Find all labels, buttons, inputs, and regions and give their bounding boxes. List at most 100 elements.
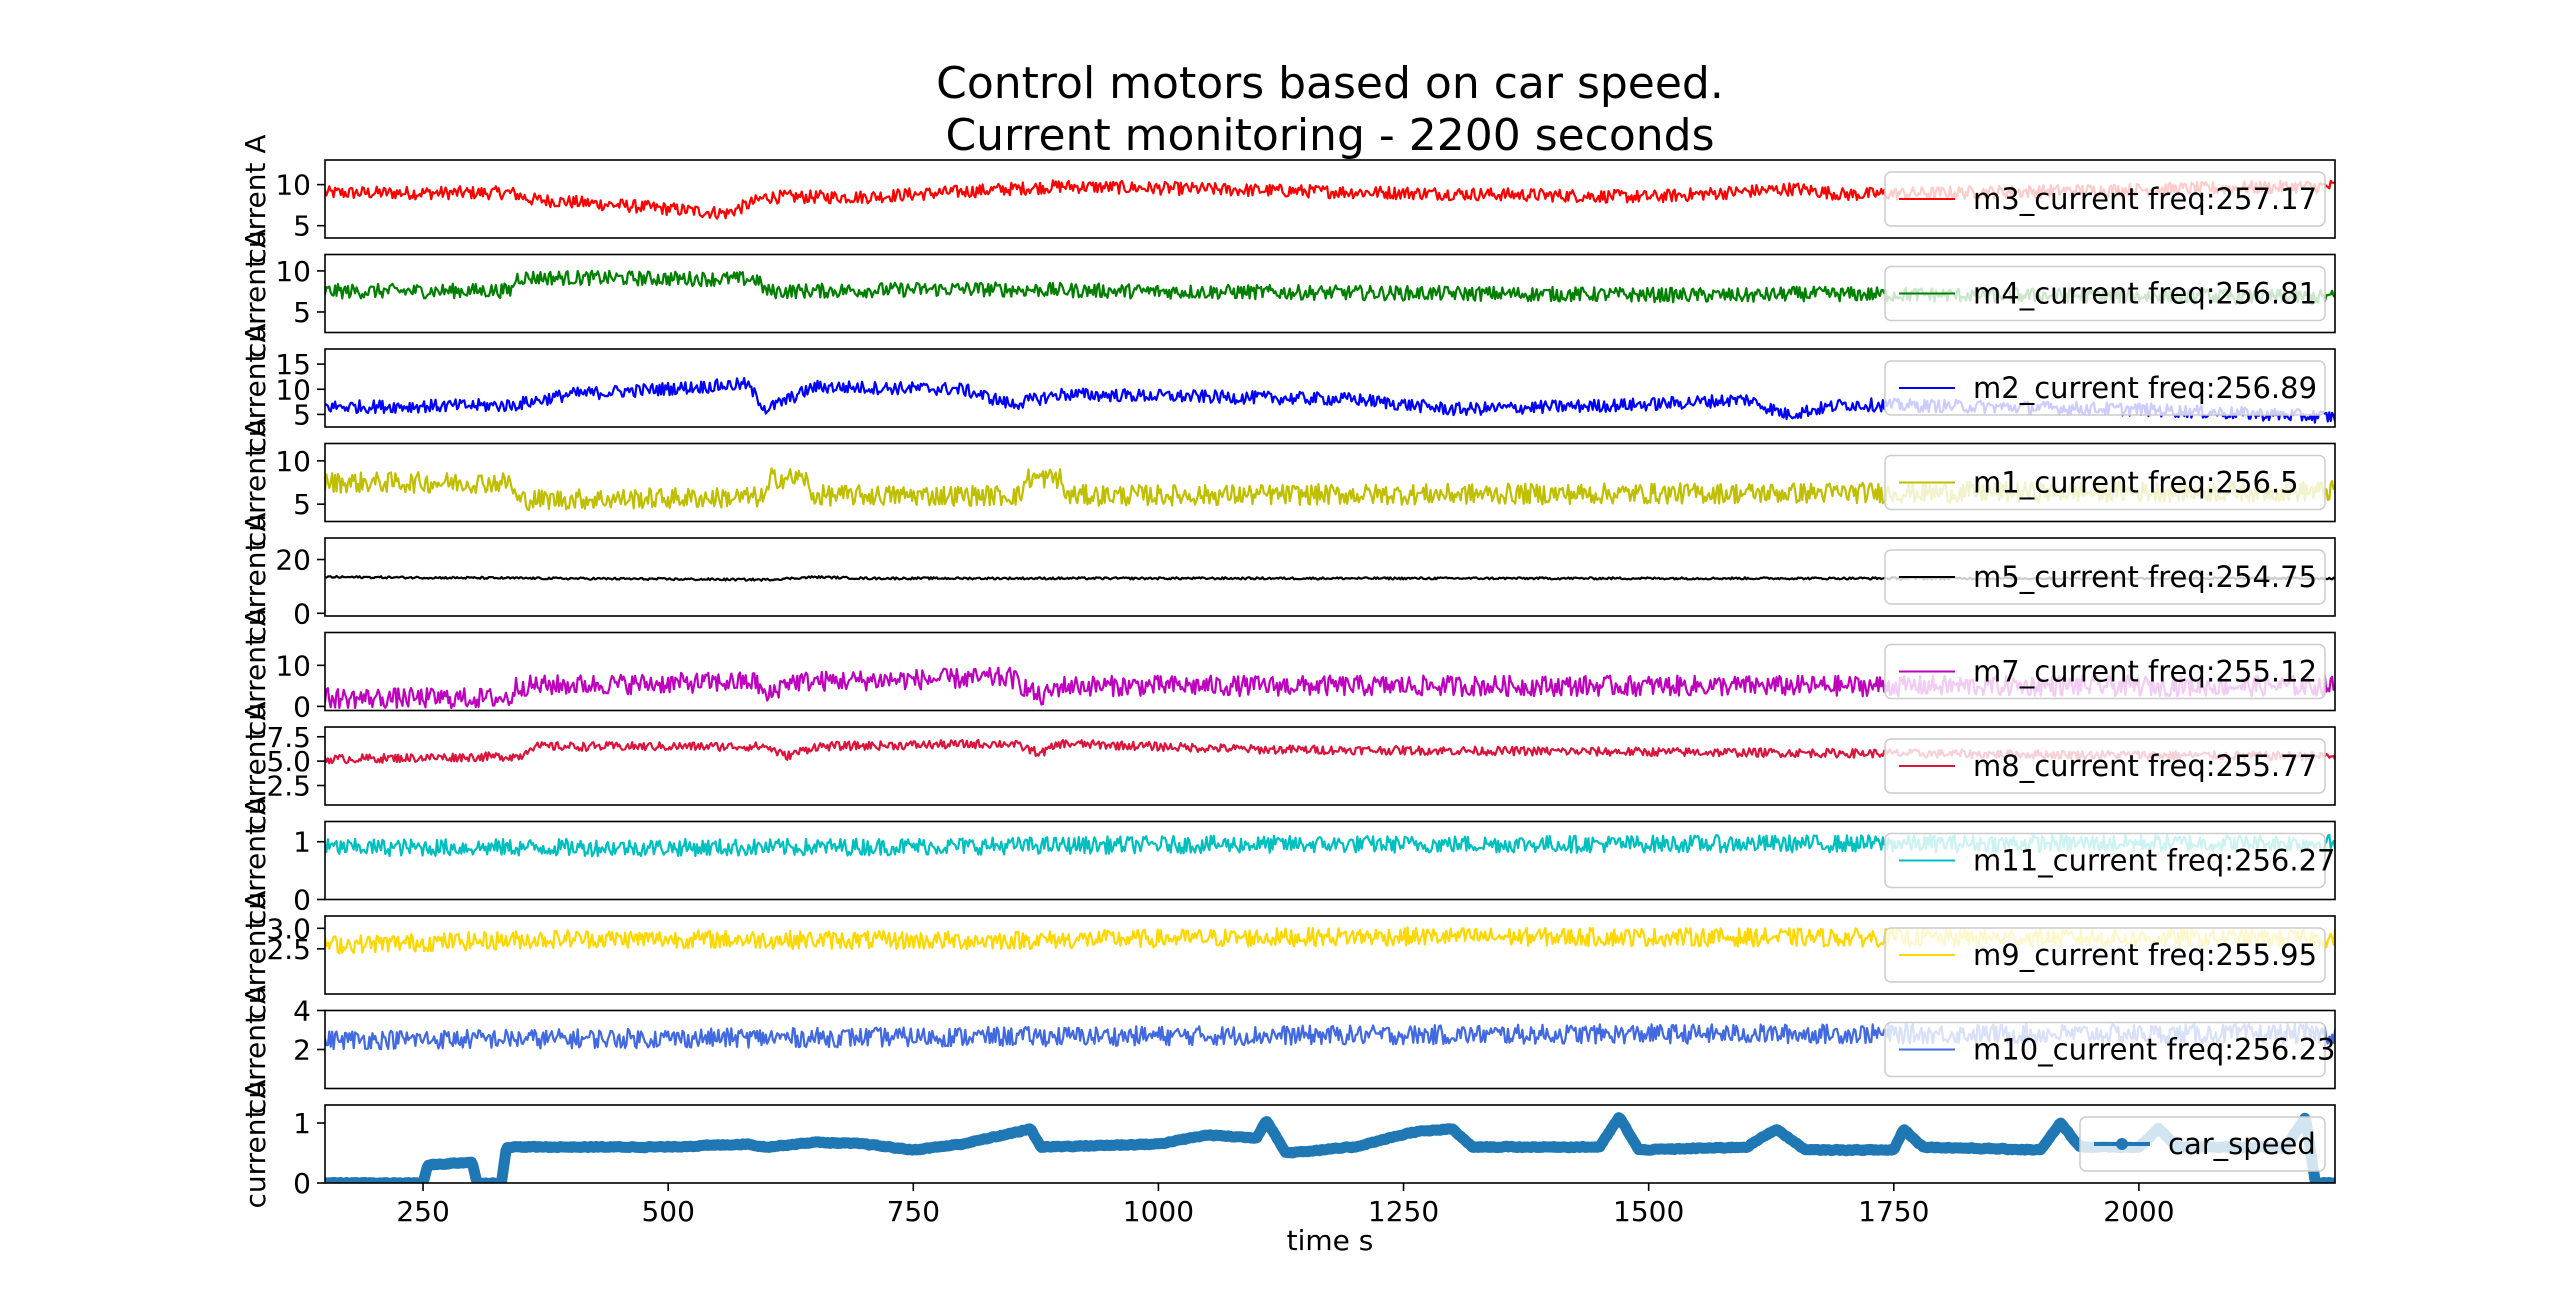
legend-m11_current: m11_current freq:256.27 (1884, 832, 2335, 889)
y-tick-label: 10 (275, 373, 311, 406)
panel-frame (324, 915, 2336, 995)
legend-label: car_speed (2168, 1127, 2316, 1161)
legend-label: m3_current freq:257.17 (1973, 182, 2317, 216)
y-tick-label: 20 (275, 544, 311, 577)
legend-m4_current: m4_current freq:256.81 (1884, 265, 2326, 322)
legend-label: m9_current freq:255.95 (1973, 938, 2317, 972)
panel-frame (324, 537, 2336, 617)
legend-label: m8_current freq:255.77 (1973, 749, 2317, 783)
x-tick-label: 1750 (1858, 1195, 1929, 1228)
legend-m5_current: m5_current freq:254.75 (1884, 549, 2326, 605)
y-tick-label: 0 (293, 884, 311, 917)
x-tick-label: 1500 (1613, 1195, 1684, 1228)
x-tick-label: 1000 (1123, 1195, 1194, 1228)
y-tick-label: 5 (293, 398, 311, 431)
legend-box (1884, 832, 2326, 889)
y-axis-label: current A (239, 1079, 272, 1208)
panel-frame (324, 726, 2336, 806)
y-tick-label: 10 (275, 169, 311, 202)
y-axis-label: current A (239, 229, 272, 358)
y-tick-label: 10 (275, 255, 311, 288)
y-tick-label: 2 (293, 1034, 311, 1067)
y-tick-label: 5 (293, 488, 311, 521)
legend-box (1884, 171, 2326, 227)
y-tick-label: 0 (293, 597, 311, 630)
legend-box (2079, 1116, 2326, 1172)
legend-label: m4_current freq:256.81 (1973, 277, 2317, 311)
panel-frame (324, 442, 2336, 523)
series-line-car_speed (325, 1112, 2335, 1183)
legend-box (1884, 927, 2326, 983)
chart-title-line-2: Current monitoring - 2200 seconds (945, 110, 1714, 161)
y-axis-label: current A (239, 985, 272, 1114)
legend-marker (2116, 1138, 2128, 1150)
y-axis-label: current A (239, 607, 272, 736)
legend-label: m10_current freq:256.23 (1973, 1033, 2335, 1067)
y-tick-label: 0 (293, 690, 311, 723)
x-tick-label: 2000 (2103, 1195, 2174, 1228)
y-axis-label: current A (239, 323, 272, 452)
x-tick-label: 750 (887, 1195, 940, 1228)
panel-m11_current: 0 1 current A m11_current freq:256.27 (239, 796, 2336, 925)
chart-title: Control motors based on car speed. Curre… (936, 58, 1724, 161)
y-tick-label: 5 (293, 296, 311, 329)
legend-label: m5_current freq:254.75 (1973, 560, 2317, 594)
y-tick-label: 5 (293, 210, 311, 243)
y-tick-label: 7.5 (266, 721, 311, 754)
legend-car_speed: car_speed (2079, 1116, 2326, 1172)
x-tick-label: 500 (641, 1195, 694, 1228)
legend-label: m11_current freq:256.27 (1973, 844, 2335, 878)
legend-m9_current: m9_current freq:255.95 (1884, 927, 2326, 983)
y-tick-label: 10 (275, 445, 311, 478)
y-tick-label: 1 (293, 1107, 311, 1140)
panel-frame (324, 631, 2336, 712)
legend-m8_current: m8_current freq:255.77 (1884, 738, 2326, 794)
panel-frame (324, 253, 2336, 334)
panel-frame (324, 1104, 2336, 1184)
legend-box (1884, 738, 2326, 794)
y-tick-label: 1 (293, 826, 311, 859)
legend-box (1884, 643, 2326, 700)
panel-frame (324, 159, 2336, 239)
y-axis-label: current A (239, 796, 272, 925)
legend-m3_current: m3_current freq:257.17 (1884, 171, 2326, 227)
y-tick-label: 2.5 (266, 933, 311, 966)
chart-title-line-1: Control motors based on car speed. (936, 58, 1724, 109)
panel-frame (324, 820, 2336, 901)
x-tick-label: 1250 (1368, 1195, 1439, 1228)
y-tick-label: 2.5 (266, 770, 311, 803)
y-tick-label: 0 (293, 1167, 311, 1200)
legend-box (1884, 549, 2326, 605)
y-axis-label: current A (239, 418, 272, 547)
legend-m2_current: m2_current freq:256.89 (1884, 360, 2326, 416)
y-axis-label: current A (239, 890, 272, 1019)
panel-m10_current: 2 4 current A m10_current freq:256.23 (239, 985, 2336, 1114)
y-tick-label: 10 (275, 649, 311, 682)
legend-label: m2_current freq:256.89 (1973, 371, 2317, 405)
y-axis-label: current A (239, 701, 272, 830)
panel-frame (324, 348, 2336, 428)
y-tick-label: 15 (275, 348, 311, 381)
panel-car_speed: 0 1 current A car_speed (239, 1079, 2336, 1209)
y-tick-label: 3.0 (266, 912, 311, 945)
x-axis-label: time s (1287, 1224, 1374, 1257)
y-tick-label: 5.0 (266, 745, 311, 778)
x-tick-label: 250 (396, 1195, 449, 1228)
legend-m1_current: m1_current freq:256.5 (1884, 454, 2326, 511)
y-axis-label: current A (239, 134, 272, 263)
y-tick-label: 4 (293, 995, 311, 1028)
legend-box (1884, 1021, 2326, 1078)
legend-m7_current: m7_current freq:255.12 (1884, 643, 2326, 700)
y-axis-label: current A (239, 512, 272, 641)
legend-label: m1_current freq:256.5 (1973, 466, 2299, 500)
